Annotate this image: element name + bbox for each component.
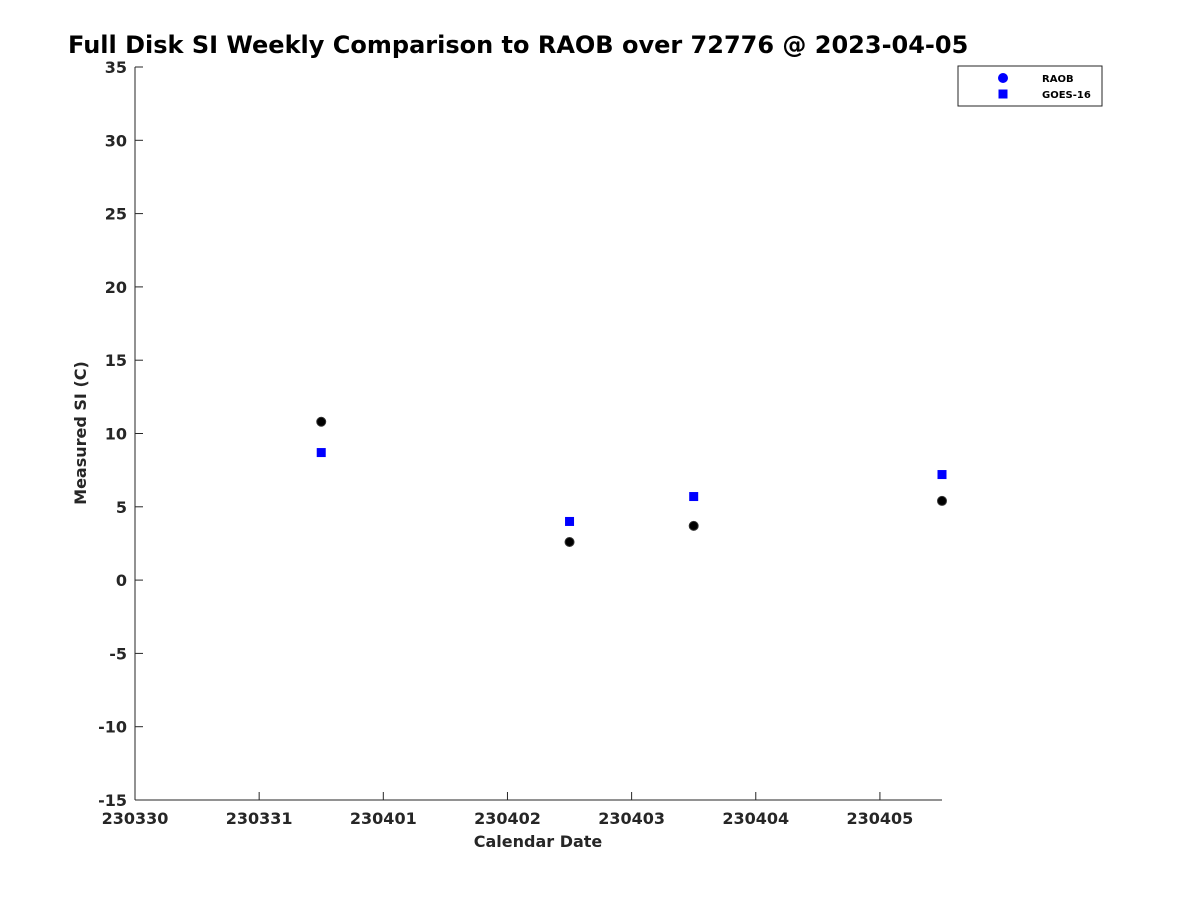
- y-tick-label: 10: [105, 425, 127, 444]
- goes16-point: [565, 516, 575, 526]
- legend-marker-goes16: [998, 89, 1008, 99]
- x-tick-label: 230331: [226, 809, 293, 828]
- x-tick-label: 230330: [102, 809, 169, 828]
- x-tick-label: 230404: [722, 809, 789, 828]
- legend-label: RAOB: [1042, 74, 1074, 85]
- legend: RAOB GOES-16: [957, 65, 1103, 107]
- legend-marker-raob: [998, 73, 1008, 83]
- y-tick-label: 5: [116, 498, 127, 517]
- data-points: [316, 416, 947, 547]
- y-tick-label: 15: [105, 351, 127, 370]
- legend-label: GOES-16: [1042, 90, 1091, 101]
- y-tick-label: -10: [98, 718, 127, 737]
- goes16-point: [689, 492, 699, 502]
- y-tick-label: 0: [116, 571, 127, 590]
- x-ticks: 230330 230331 230401 230402 230403 230404 2304…: [102, 792, 914, 828]
- x-axis-label: Calendar Date: [474, 832, 603, 851]
- y-tick-label: 20: [105, 278, 127, 297]
- y-axis-label: Measured SI (C): [71, 361, 90, 505]
- y-tick-label: 25: [105, 205, 127, 224]
- y-tick-label: 35: [105, 58, 127, 77]
- goes16-point: [937, 470, 947, 480]
- y-tick-label: -5: [109, 644, 127, 663]
- raob-point: [316, 416, 327, 427]
- raob-point: [937, 495, 947, 506]
- raob-point: [688, 520, 699, 531]
- x-tick-label: 230402: [474, 809, 541, 828]
- goes16-point: [316, 448, 326, 458]
- x-tick-label: 230403: [598, 809, 665, 828]
- y-tick-label: -15: [98, 791, 127, 810]
- y-tick-label: 30: [105, 131, 127, 150]
- legend-box: [957, 65, 1103, 107]
- axes: [134, 67, 942, 801]
- y-ticks: -15 -10 -5 0 5 10 15 20 25 30 35: [98, 58, 143, 810]
- x-tick-label: 230401: [350, 809, 417, 828]
- chart-title: Full Disk SI Weekly Comparison to RAOB o…: [68, 31, 968, 59]
- x-tick-label: 230405: [847, 809, 914, 828]
- raob-point: [564, 536, 575, 547]
